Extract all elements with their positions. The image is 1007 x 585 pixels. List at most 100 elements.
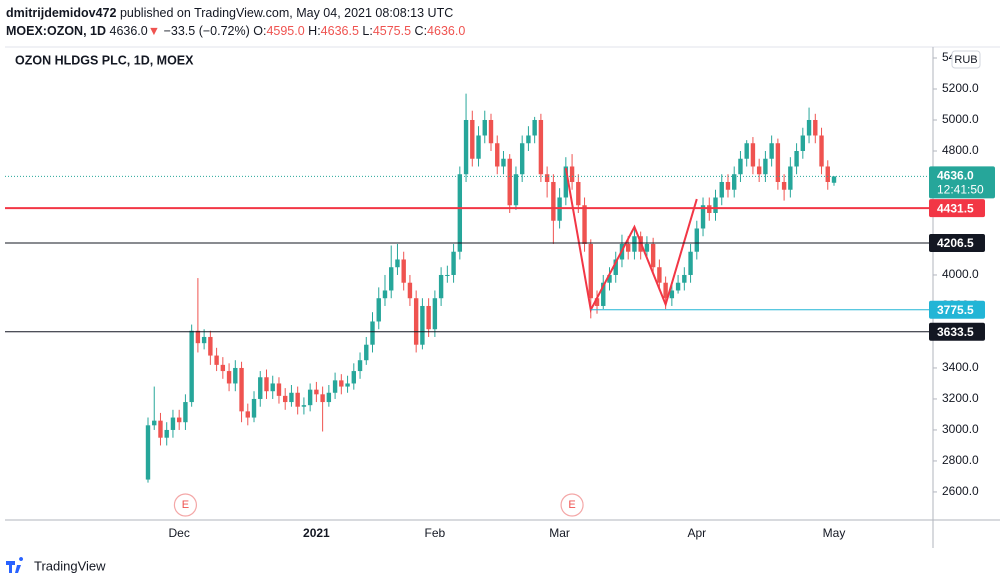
event-marker xyxy=(560,493,584,517)
candle-body xyxy=(457,174,463,252)
candle-body xyxy=(813,119,818,136)
y-tick-label: 5000.0 xyxy=(942,112,979,126)
candle-body xyxy=(763,158,768,175)
candle-body xyxy=(276,383,282,396)
candle-body xyxy=(470,119,475,159)
candle-body xyxy=(426,305,431,330)
candle-body xyxy=(576,181,581,206)
y-tick-label: 2600.0 xyxy=(942,484,979,498)
y-tick-label: 4000.0 xyxy=(942,267,979,281)
candle-body xyxy=(357,360,363,372)
candle-body xyxy=(170,417,176,430)
ohlc-label: L: xyxy=(362,24,373,38)
last-price-tag xyxy=(929,166,995,199)
candle-body xyxy=(819,135,824,167)
y-tick-label: 3000.0 xyxy=(942,422,979,436)
candle-body xyxy=(775,143,781,182)
candle-body xyxy=(370,321,375,345)
candle-body xyxy=(451,251,456,275)
candle-body xyxy=(601,282,606,306)
candle-body xyxy=(258,377,263,399)
candle-body xyxy=(351,371,356,384)
candle-body xyxy=(495,143,500,167)
candle-body xyxy=(688,251,693,275)
price-tag xyxy=(929,199,985,218)
candle-body xyxy=(700,205,706,229)
symbol-line: MOEX:OZON, 1D 4636.0▼ −33.5 (−0.72%) O:4… xyxy=(6,22,465,40)
candle-body xyxy=(307,389,313,406)
candle-body xyxy=(538,119,544,175)
candle-body xyxy=(532,119,537,136)
candle-body xyxy=(339,380,344,387)
currency-badge xyxy=(951,50,981,69)
candle-body xyxy=(594,298,600,306)
candle-body xyxy=(682,274,687,283)
candle-body xyxy=(413,298,419,345)
candle-body xyxy=(395,259,400,268)
candle-body xyxy=(264,377,269,392)
y-tick-label: 4800.0 xyxy=(942,143,979,157)
ohlc: O:4595.0 H:4636.5 L:4575.5 C:4636.0 xyxy=(253,24,465,38)
candle-body xyxy=(544,174,550,182)
candle-body xyxy=(607,274,612,283)
candle-body xyxy=(220,364,226,372)
candle-body xyxy=(145,425,151,480)
x-tick-label: Dec xyxy=(169,526,190,540)
candle-body xyxy=(195,330,201,344)
candle-body xyxy=(644,243,650,252)
candle-body xyxy=(713,197,718,213)
candle-body xyxy=(283,395,288,403)
candle-body xyxy=(158,420,163,438)
candle-body xyxy=(582,205,587,244)
candle-body xyxy=(563,166,569,198)
symbol: MOEX:OZON, 1D xyxy=(6,24,107,38)
candle-body xyxy=(420,305,425,345)
candle-body xyxy=(382,290,388,299)
countdown-label: 12:41:50 xyxy=(937,183,984,197)
candle-body xyxy=(732,174,737,190)
price-tag-label: 3775.5 xyxy=(937,303,974,317)
candle-body xyxy=(314,389,319,395)
candle-body xyxy=(239,367,244,412)
candle-body xyxy=(669,290,675,299)
ohlc-label: C: xyxy=(414,24,428,38)
candle-body xyxy=(588,243,593,299)
candle-body xyxy=(270,383,275,392)
x-tick-label: May xyxy=(823,526,846,540)
footer-brand: TradingView xyxy=(34,558,106,573)
ohlc-value: 4636.5 xyxy=(320,24,359,38)
publish-line: dmitrijdemidov472 published on TradingVi… xyxy=(6,4,465,22)
candle-body xyxy=(295,392,300,407)
ohlc-label: H: xyxy=(308,24,321,38)
candle-body xyxy=(719,181,724,198)
candle-body xyxy=(513,174,519,206)
candle-body xyxy=(201,336,207,344)
candle-body xyxy=(176,417,182,423)
price-tag xyxy=(929,322,985,341)
candle-body xyxy=(788,166,793,190)
candle-body xyxy=(769,143,774,159)
candle-body xyxy=(326,392,332,403)
candle-body xyxy=(407,282,413,299)
candle-body xyxy=(557,197,562,221)
publisher: dmitrijdemidov472 xyxy=(6,6,117,20)
candle-body xyxy=(488,119,494,144)
pattern-drawing xyxy=(564,167,698,313)
footer-logo xyxy=(6,557,24,573)
candle-body xyxy=(781,181,787,190)
candle-body xyxy=(389,267,394,291)
y-tick-label: 5200.0 xyxy=(942,81,979,95)
candle-body xyxy=(208,336,213,356)
candle-body xyxy=(507,158,512,206)
candle-body xyxy=(825,166,830,182)
chart-title: OZON HLDGS PLC, 1D, MOEX xyxy=(15,53,194,67)
candle-body xyxy=(164,429,169,438)
candle-body xyxy=(675,282,681,291)
candle-body xyxy=(226,371,232,384)
event-label: E xyxy=(182,499,189,511)
candle-body xyxy=(806,119,812,136)
candle-body xyxy=(332,380,338,393)
candle-body xyxy=(756,166,762,175)
price-tag xyxy=(929,300,985,319)
